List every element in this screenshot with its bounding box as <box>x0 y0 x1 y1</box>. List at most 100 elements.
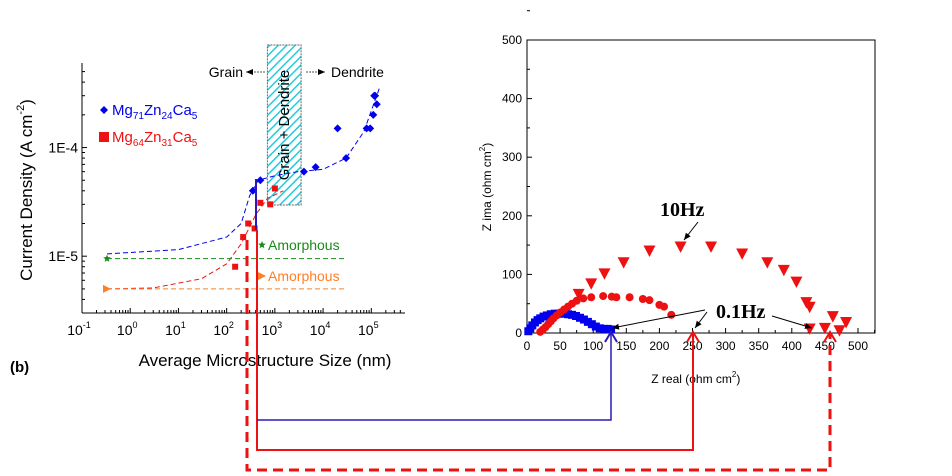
x-tick-label: 101 <box>165 320 186 338</box>
x-tick-base: 10 <box>67 322 83 338</box>
x-tick-base: 10 <box>262 322 278 338</box>
legend-marker <box>99 132 109 142</box>
x-tick-label: 500 <box>848 339 868 353</box>
legend-part: Ca <box>173 129 193 146</box>
data-point-square <box>251 225 258 232</box>
data-point-diamond <box>371 91 380 100</box>
x-tick-exp: 5 <box>374 320 379 330</box>
x-tick-label: 103 <box>262 320 283 338</box>
region-label: Grain + Dendrite <box>276 70 293 180</box>
x-tick-label: 10-1 <box>67 320 91 338</box>
fit-line-0 <box>106 86 381 255</box>
x-tick-base: 10 <box>165 322 181 338</box>
amorphous-label-green: Amorphous <box>268 237 340 253</box>
legend-part: 5 <box>192 138 198 149</box>
data-point-square <box>232 263 239 270</box>
data-point-triangle-down <box>803 301 816 314</box>
data-point-triangle-down <box>674 241 687 253</box>
arrow-0.1hz-blue <box>611 309 706 330</box>
legend-part: 31 <box>161 138 173 149</box>
legend-label: Mg71Zn24Ca5 <box>112 102 198 122</box>
data-point-square <box>271 185 278 192</box>
x-tick-exp: -1 <box>83 320 91 330</box>
x-tick-label: 400 <box>782 339 802 353</box>
data-point-diamond <box>372 100 381 109</box>
connector-arrowhead <box>823 330 837 343</box>
data-point-circle <box>587 293 596 302</box>
data-point-circle <box>645 296 654 305</box>
legend-marker <box>100 106 108 114</box>
x-tick-label: 50 <box>553 339 567 353</box>
data-point-circle <box>638 295 647 304</box>
data-point-square <box>607 325 616 334</box>
data-point-triangle-down <box>598 268 611 280</box>
x-tick-exp: 2 <box>229 320 234 330</box>
data-point-triangle-down <box>617 257 630 269</box>
data-point-circle <box>599 292 608 301</box>
y-title-main: Current Density (A cm <box>17 115 36 281</box>
x-tick-exp: 3 <box>277 320 282 330</box>
x-tick-exp: 0 <box>132 320 137 330</box>
x-title-end: ) <box>736 372 740 386</box>
x-tick-label: 200 <box>649 339 669 353</box>
x-tick-label: 350 <box>749 339 769 353</box>
data-point-square <box>267 201 274 208</box>
amorphous-label-orange: Amorphous <box>268 268 340 284</box>
fit-line-1 <box>106 190 284 290</box>
y-tick-label: 400 <box>502 92 522 106</box>
x-tick-base: 10 <box>117 322 133 338</box>
data-point-square <box>240 234 247 241</box>
data-point-triangle-down <box>777 264 790 277</box>
data-point-square <box>257 199 264 206</box>
connector-red-dashed <box>245 240 832 472</box>
legend-part: 5 <box>192 111 198 122</box>
y-tick-label: 1E-5 <box>48 248 78 264</box>
data-point-circle <box>667 310 676 319</box>
amorphous-orange-marker <box>258 272 266 280</box>
data-point-circle <box>660 302 669 311</box>
x-tick-base: 10 <box>213 322 229 338</box>
x-tick-label: 100 <box>583 339 603 353</box>
x-title-main: Z real (ohm cm <box>651 372 732 386</box>
y-tick-label: 100 <box>502 267 522 281</box>
legend-part: Zn <box>144 102 162 119</box>
x-tick-exp: 4 <box>325 320 330 330</box>
x-tick-base: 10 <box>358 322 374 338</box>
x-axis-title: Average Microstructure Size (nm) <box>139 351 392 370</box>
data-point-triangle-down <box>826 311 839 323</box>
y-tick-label: 300 <box>502 150 522 164</box>
y-title-end: ) <box>480 143 494 147</box>
legend-part: 24 <box>161 111 173 122</box>
arrow-10hz <box>683 221 699 241</box>
y-tick-label: 0 <box>515 326 522 340</box>
dendrite-label: Dendrite <box>331 64 384 80</box>
y-tick-label: 1E-4 <box>48 140 78 156</box>
data-point-square <box>245 220 252 227</box>
y-title-sup: 2 <box>478 146 487 151</box>
data-point-diamond <box>311 163 320 172</box>
legend-part: 71 <box>133 111 145 122</box>
data-point-triangle-right <box>103 284 112 293</box>
x-tick-label: 0 <box>524 339 531 353</box>
x-axis-title: Z real (ohm cm2) <box>651 370 740 386</box>
x-tick-label: 150 <box>616 339 636 353</box>
panel-label: (b) <box>10 359 29 376</box>
data-point-triangle-down <box>790 276 803 289</box>
data-point-circle <box>625 293 634 302</box>
legend-part: Zn <box>144 129 162 146</box>
data-point-diamond <box>299 167 308 176</box>
data-point-triangle-down <box>818 322 831 335</box>
y-tick-label: 500 <box>502 33 522 47</box>
arrow-0.1hz-red <box>694 311 708 329</box>
data-point-diamond <box>366 124 375 133</box>
legend-part: Mg <box>112 102 133 119</box>
x-tick-label: 105 <box>358 320 379 338</box>
arrow-0.1hz-amorphous <box>771 315 813 329</box>
grain-dendrite-region <box>266 44 302 206</box>
connector-arrowhead <box>604 330 618 343</box>
data-point-diamond <box>333 124 342 133</box>
x-tick-label: 300 <box>716 339 736 353</box>
legend-part: Mg <box>112 129 133 146</box>
